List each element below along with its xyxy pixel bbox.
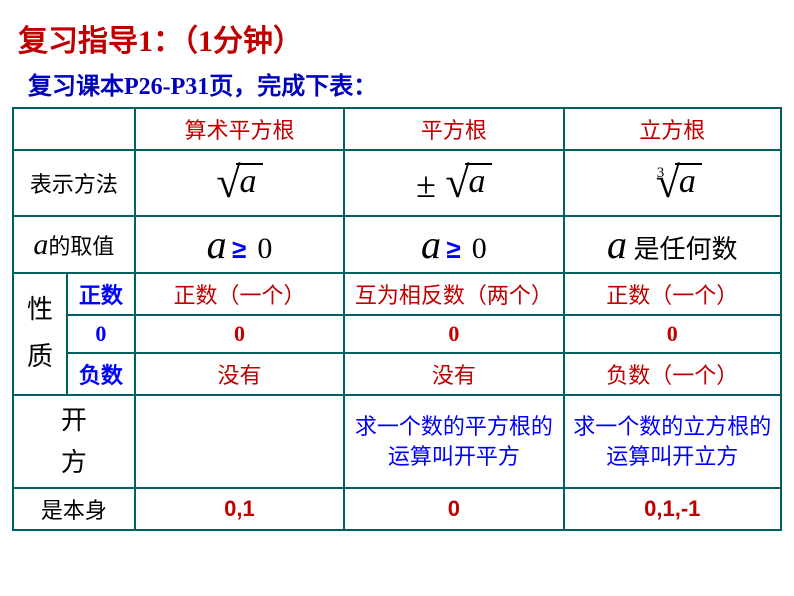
domain-c3-text: 是任何数 (627, 235, 738, 264)
kaifang-c2: 求一个数的平方根的运算叫开平方 (344, 395, 563, 488)
prop-zero-c2: 0 (344, 315, 563, 353)
radicand-a: a (236, 163, 263, 199)
prop-pos-c3: 正数（一个） (564, 273, 781, 315)
kaifang-label: 开方 (13, 395, 135, 488)
self-label: 是本身 (13, 488, 135, 530)
kaifang-label-text: 开方 (16, 400, 132, 483)
prop-neg-row: 负数 没有 没有 负数（一个） (13, 353, 781, 395)
title-part2: （1分钟） (183, 25, 303, 58)
prop-neg-label: 负数 (67, 353, 135, 395)
self-c3: 0,1,-1 (564, 488, 781, 530)
domain-cbrt: a 是任何数 (564, 216, 781, 273)
prop-pos-c1: 正数（一个） (135, 273, 344, 315)
plus-minus-icon: ± (416, 165, 436, 205)
kaifang-c1 (135, 395, 344, 488)
domain-label-text: 的取值 (48, 234, 114, 259)
domain-label-a: a (33, 228, 48, 261)
domain-c2-zero: 0 (472, 232, 487, 265)
subtitle: 复习课本P26-P31页，完成下表： (28, 66, 782, 101)
domain-c2-geq: ≥ (446, 234, 460, 264)
domain-c1-geq: ≥ (232, 234, 246, 264)
domain-sqrt: a ≥ 0 (344, 216, 563, 273)
kaifang-c3: 求一个数的立方根的运算叫开立方 (564, 395, 781, 488)
domain-c1-a: a (207, 222, 227, 267)
radicand-a-2: a (465, 163, 492, 199)
representation-row: 表示方法 √ a ± √ a 3 √ a (13, 150, 781, 216)
repr-label: 表示方法 (13, 150, 135, 216)
prop-neg-c1: 没有 (135, 353, 344, 395)
radicand-a-3: a (675, 163, 702, 199)
self-c2: 0 (344, 488, 563, 530)
prop-zero-label: 0 (67, 315, 135, 353)
header-row: 算术平方根 平方根 立方根 (13, 108, 781, 150)
prop-zero-c1: 0 (135, 315, 344, 353)
prop-neg-c3: 负数（一个） (564, 353, 781, 395)
prop-zero-row: 0 0 0 0 (13, 315, 781, 353)
prop-positive-row: 性质 正数 正数（一个） 互为相反数（两个） 正数（一个） (13, 273, 781, 315)
prop-header-text: 性质 (16, 287, 64, 381)
prop-header: 性质 (13, 273, 67, 395)
domain-row: a的取值 a ≥ 0 a ≥ 0 a 是任何数 (13, 216, 781, 273)
repr-cbrt: 3 √ a (564, 150, 781, 216)
prop-pos-label: 正数 (67, 273, 135, 315)
header-sqrt: 平方根 (344, 108, 563, 150)
header-cbrt: 立方根 (564, 108, 781, 150)
roots-table: 算术平方根 平方根 立方根 表示方法 √ a ± √ a 3 √ a (12, 107, 782, 531)
domain-c3-a: a (607, 222, 627, 267)
repr-arith-sqrt: √ a (135, 150, 344, 216)
self-c1: 0,1 (135, 488, 344, 530)
sqrt-a-symbol-2: √ a (445, 161, 491, 205)
sqrt-a-symbol: √ a (216, 161, 262, 205)
cube-index: 3 (657, 165, 665, 181)
prop-neg-c2: 没有 (344, 353, 563, 395)
kaifang-row: 开方 求一个数的平方根的运算叫开平方 求一个数的立方根的运算叫开立方 (13, 395, 781, 488)
domain-arith-sqrt: a ≥ 0 (135, 216, 344, 273)
header-arith-sqrt: 算术平方根 (135, 108, 344, 150)
self-row: 是本身 0,1 0 0,1,-1 (13, 488, 781, 530)
title-part1: 复习指导1： (18, 25, 183, 58)
blank-corner (13, 108, 135, 150)
domain-c1-zero: 0 (257, 232, 272, 265)
domain-c2-a: a (421, 222, 441, 267)
domain-label: a的取值 (13, 216, 135, 273)
repr-sqrt: ± √ a (344, 150, 563, 216)
page-title: 复习指导1：（1分钟） (18, 16, 782, 60)
prop-pos-c2: 互为相反数（两个） (344, 273, 563, 315)
prop-zero-c3: 0 (564, 315, 781, 353)
